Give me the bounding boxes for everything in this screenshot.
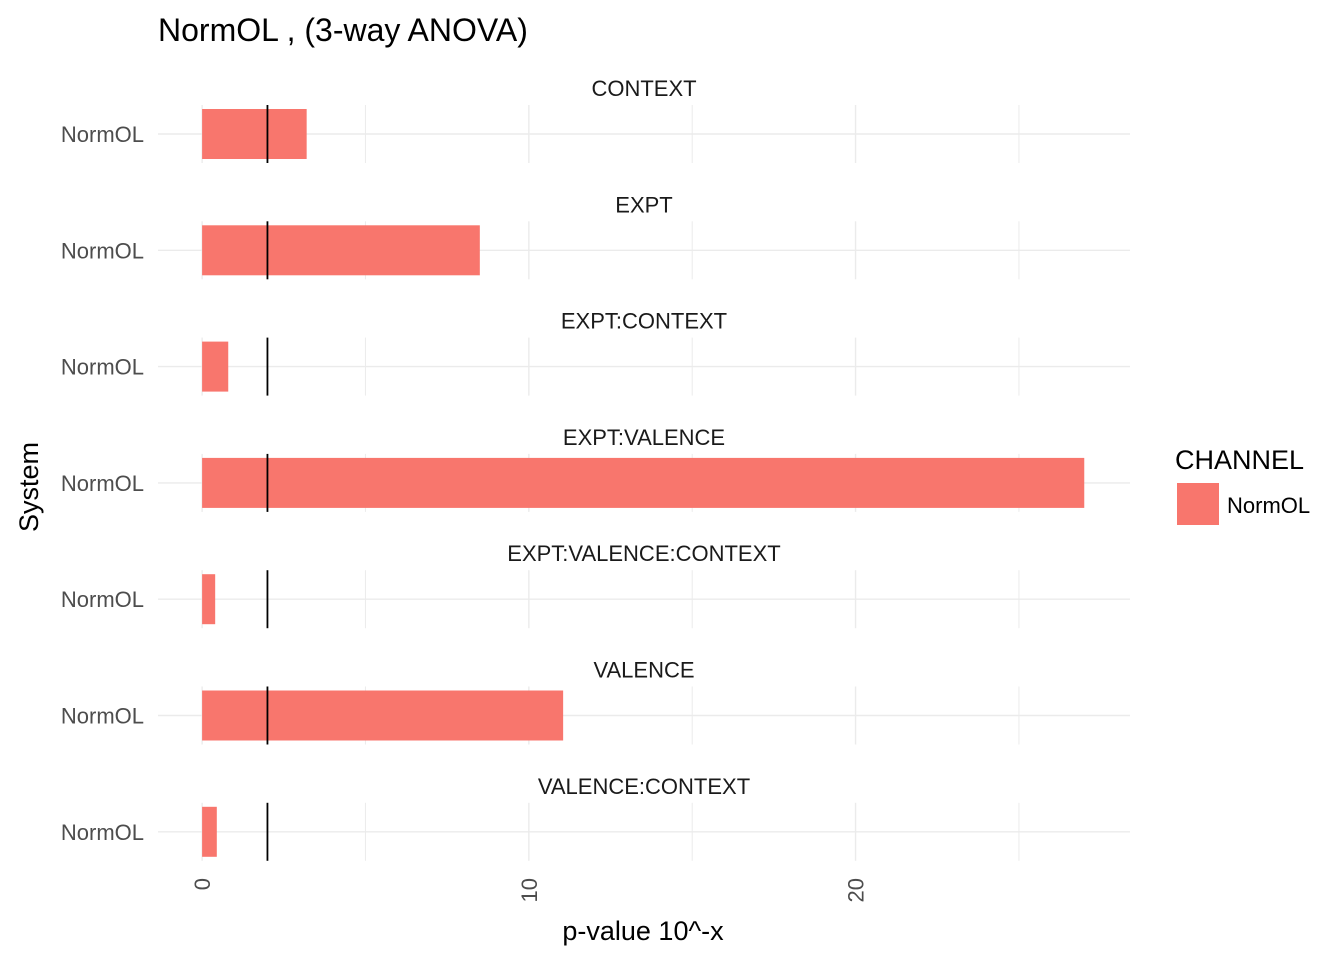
y-tick-label: NormOL bbox=[61, 238, 144, 263]
panel: VALENCE:CONTEXT NormOL bbox=[61, 774, 1130, 861]
panel: EXPT:VALENCE:CONTEXT NormOL bbox=[61, 541, 1130, 629]
panel: EXPT NormOL bbox=[61, 192, 1130, 280]
bar bbox=[202, 225, 480, 276]
x-axis-ticks: 0 10 20 bbox=[190, 878, 868, 902]
bar bbox=[202, 457, 1085, 508]
bar bbox=[202, 806, 217, 857]
panel: CONTEXT NormOL bbox=[61, 76, 1130, 163]
chart-panels: CONTEXT NormOL EXPT NormOL EXPT:CONTEXT NormO… bbox=[61, 76, 1130, 861]
panel: EXPT:VALENCE NormOL bbox=[61, 425, 1130, 512]
panel-strip-label: EXPT:CONTEXT bbox=[561, 309, 727, 334]
panel-strip-label: CONTEXT bbox=[591, 76, 696, 101]
legend: CHANNEL NormOL bbox=[1175, 445, 1310, 525]
y-tick-label: NormOL bbox=[61, 122, 144, 147]
legend-label-normol: NormOL bbox=[1227, 493, 1310, 518]
x-tick-label: 20 bbox=[844, 878, 869, 902]
y-tick-label: NormOL bbox=[61, 471, 144, 496]
chart-title: NormOL , (3-way ANOVA) bbox=[158, 12, 528, 48]
panel-strip-label: EXPT:VALENCE bbox=[563, 425, 725, 450]
bar bbox=[202, 690, 564, 741]
y-tick-label: NormOL bbox=[61, 355, 144, 380]
panel-strip-label: EXPT bbox=[615, 192, 672, 217]
panel-strip-label: EXPT:VALENCE:CONTEXT bbox=[507, 541, 780, 566]
panel: EXPT:CONTEXT NormOL bbox=[61, 309, 1130, 396]
x-axis-title: p-value 10^-x bbox=[562, 916, 724, 946]
bar bbox=[202, 341, 229, 392]
panel: VALENCE NormOL bbox=[61, 658, 1130, 745]
y-tick-label: NormOL bbox=[61, 704, 144, 729]
y-tick-label: NormOL bbox=[61, 587, 144, 612]
x-tick-label: 0 bbox=[190, 878, 215, 890]
bar bbox=[202, 574, 216, 625]
legend-key-normol bbox=[1177, 483, 1219, 525]
bar bbox=[202, 109, 307, 159]
panel-strip-label: VALENCE bbox=[593, 658, 694, 683]
y-axis-title: System bbox=[14, 442, 44, 532]
y-tick-label: NormOL bbox=[61, 820, 144, 845]
legend-title: CHANNEL bbox=[1175, 445, 1304, 475]
panel-strip-label: VALENCE:CONTEXT bbox=[538, 774, 750, 799]
x-tick-label: 10 bbox=[517, 878, 542, 902]
